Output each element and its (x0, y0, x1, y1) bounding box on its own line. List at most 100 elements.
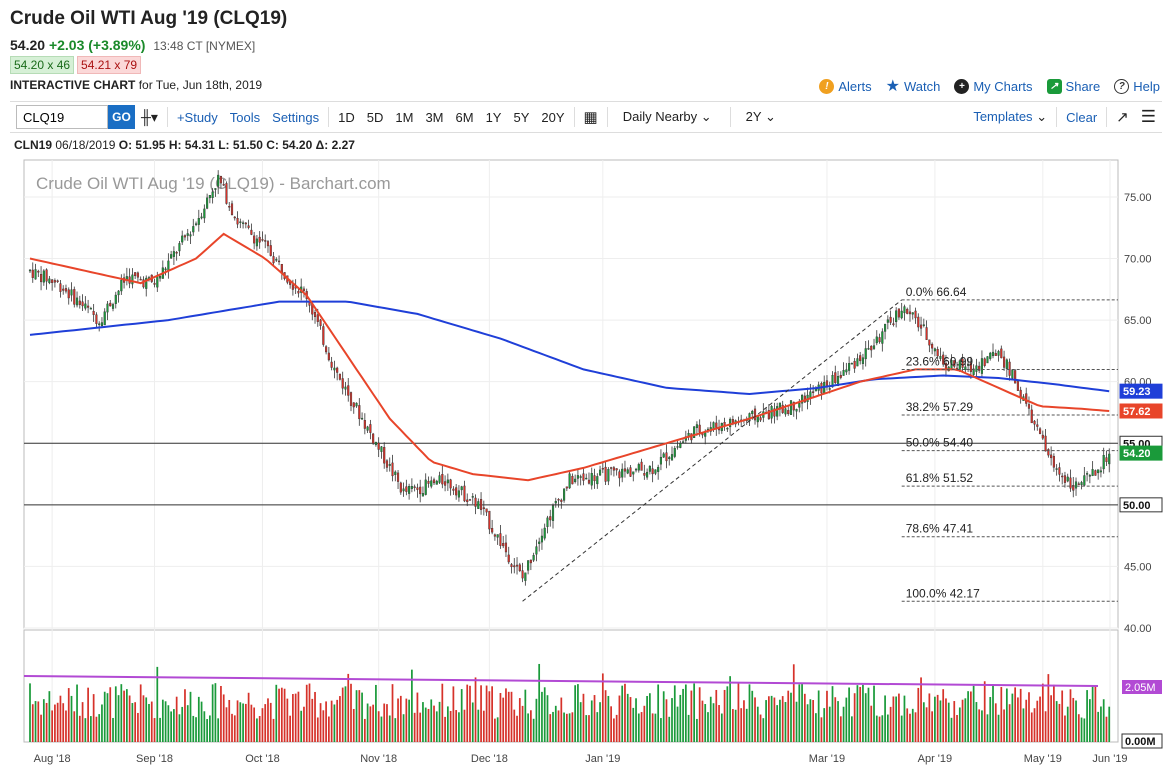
volume-bar (834, 697, 837, 742)
candle-body (358, 405, 361, 420)
candle-body (540, 535, 544, 543)
volume-bar (361, 692, 363, 742)
help-link[interactable]: ? Help (1114, 78, 1160, 94)
clear-button[interactable]: Clear (1066, 109, 1098, 125)
volume-bar (114, 686, 117, 742)
period-1m[interactable]: 1M (395, 109, 414, 125)
mycharts-link[interactable]: + My Charts (954, 78, 1033, 94)
volume-bar (684, 684, 687, 742)
candle-body (441, 474, 444, 485)
volume-bar (994, 703, 997, 742)
candle-body (1077, 483, 1080, 485)
volume-bar (720, 713, 723, 742)
volume-bar (134, 702, 137, 742)
candle-body (845, 369, 848, 373)
expand-icon[interactable]: ↗ (1116, 109, 1129, 126)
volume-bar (886, 714, 889, 742)
range-dropdown[interactable]: 2Y ⌄ (740, 109, 782, 125)
templates-dropdown[interactable]: Templates ⌄ (967, 109, 1053, 125)
volume-bar (463, 709, 466, 742)
candle-body (582, 473, 585, 481)
candle-body (466, 499, 469, 503)
share-label: Share (1065, 78, 1101, 94)
calendar-icon[interactable]: ▦ (583, 109, 598, 126)
candle-body (84, 303, 87, 309)
volume-bar (582, 693, 585, 742)
volume-bar (458, 712, 460, 742)
study-button[interactable]: +Study (176, 109, 218, 125)
volume-bar (496, 717, 499, 742)
candle-body (233, 216, 236, 219)
period-1y[interactable]: 1Y (485, 109, 502, 125)
symbol-input[interactable] (16, 105, 108, 129)
candle-body (989, 352, 992, 359)
candle-body (798, 403, 801, 408)
volume-bar (729, 676, 731, 742)
candle-body (629, 467, 632, 477)
volume-bar (809, 699, 812, 742)
chart-type-dropdown[interactable]: ╫▾ (135, 109, 164, 126)
tools-button[interactable]: Tools (229, 109, 261, 125)
watch-link[interactable]: ★ Watch (886, 76, 941, 96)
volume-bar (759, 714, 762, 742)
candle-body (875, 336, 878, 344)
fib-level-label: 100.0% 42.17 (906, 586, 980, 600)
candle-body (781, 404, 784, 413)
alerts-link[interactable]: ! Alerts (819, 78, 872, 94)
volume-bar (399, 695, 402, 742)
period-5y[interactable]: 5Y (513, 109, 530, 125)
candle-body (87, 305, 90, 308)
period-5d[interactable]: 5D (366, 109, 384, 125)
volume-bar (881, 715, 884, 742)
settings-button[interactable]: Settings (272, 109, 320, 125)
volume-bar (372, 704, 375, 742)
volume-bar (588, 715, 590, 742)
volume-bar (62, 703, 65, 742)
chart-watermark-title: Crude Oil WTI Aug '19 (CLQ19) - Barchart… (36, 174, 391, 193)
volume-bar (961, 699, 964, 742)
volume-bar (327, 716, 330, 742)
candle-body (297, 291, 300, 294)
volume-bar (76, 684, 78, 742)
volume-bar (37, 701, 40, 742)
volume-bar (662, 691, 665, 742)
share-link[interactable]: ↗ Share (1046, 78, 1101, 94)
menu-icon[interactable]: ☰ (1140, 107, 1156, 126)
volume-bar (867, 687, 870, 742)
period-3m[interactable]: 3M (425, 109, 444, 125)
candle-body (153, 282, 156, 285)
volume-bar (78, 715, 81, 742)
candle-body (369, 424, 372, 433)
aggregation-dropdown[interactable]: Daily Nearby ⌄ (617, 109, 718, 125)
volume-bar (1011, 693, 1014, 742)
candle-body (715, 422, 718, 428)
volume-bar (914, 712, 917, 742)
period-1d[interactable]: 1D (338, 109, 355, 125)
volume-bar (1017, 697, 1019, 742)
volume-bar (103, 691, 106, 742)
candle-body (1080, 482, 1083, 486)
candle-body (682, 441, 685, 443)
candle-body (402, 488, 405, 492)
volume-bar (84, 718, 87, 742)
volume-bar (184, 689, 186, 742)
candle-body (515, 564, 519, 567)
volume-bar (322, 710, 325, 742)
volume-bar (851, 716, 853, 742)
period-6m[interactable]: 6M (455, 109, 474, 125)
ohlc-delta: Δ: 2.27 (315, 138, 355, 152)
candle-body (504, 542, 508, 553)
volume-bar (95, 716, 98, 742)
period-20y[interactable]: 20Y (541, 109, 565, 125)
candle-body (385, 460, 389, 468)
candle-body (200, 216, 203, 219)
volume-bar (427, 708, 430, 742)
candle-body (648, 465, 651, 472)
volume-bar (770, 695, 773, 742)
volume-bar (624, 683, 626, 742)
candle-body (568, 473, 571, 489)
candle-body (654, 469, 657, 474)
volume-bar (1058, 703, 1061, 742)
go-button[interactable]: GO (108, 105, 135, 129)
